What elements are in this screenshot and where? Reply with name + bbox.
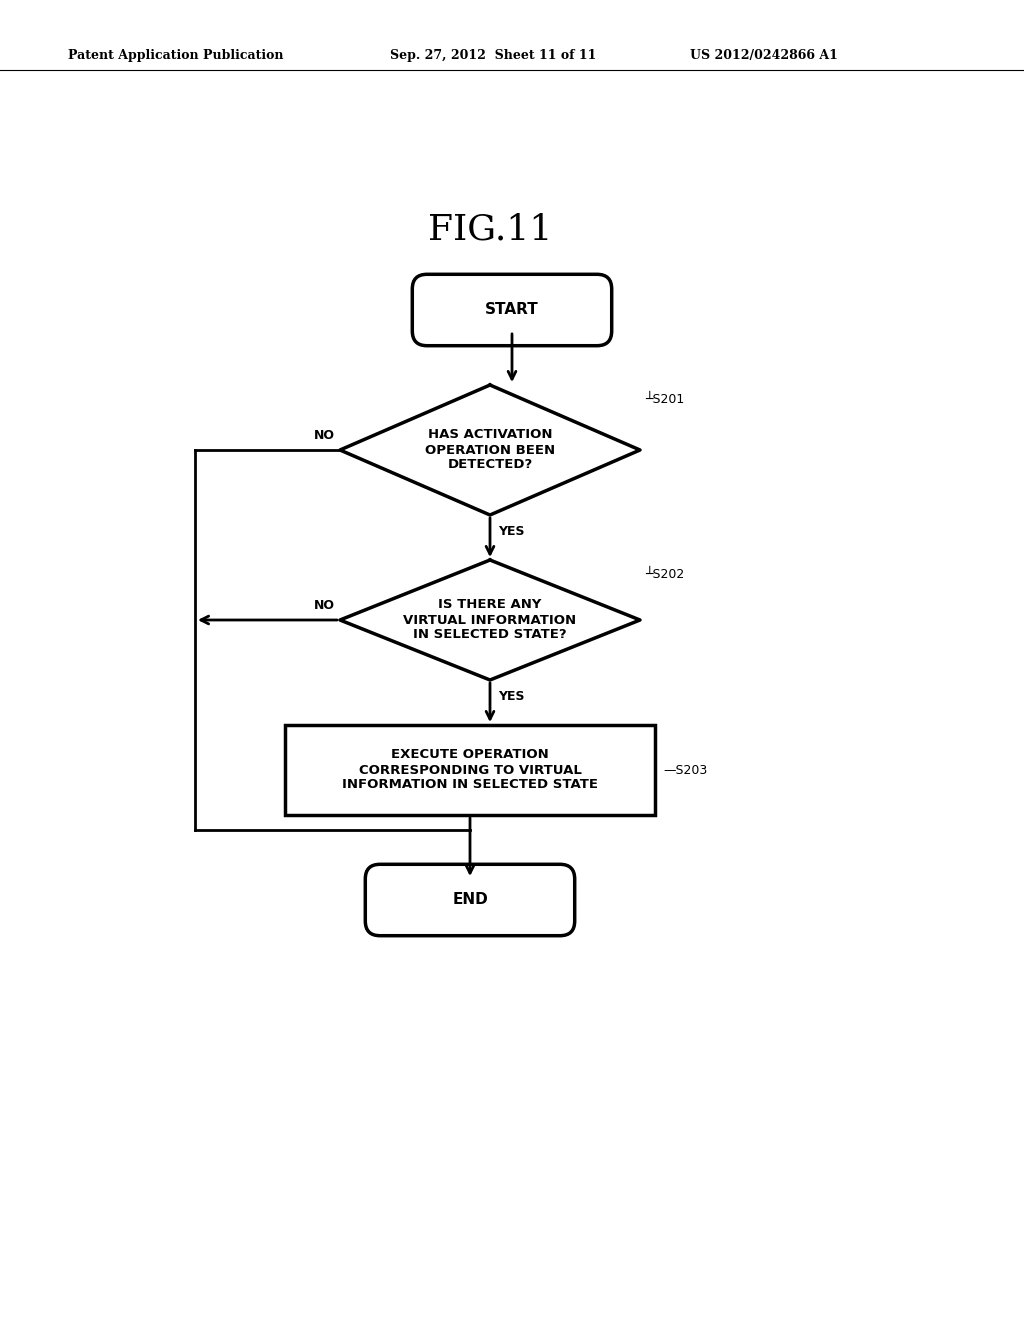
Polygon shape [340, 385, 640, 515]
Text: ┴S201: ┴S201 [645, 393, 684, 407]
Text: NO: NO [314, 599, 335, 612]
FancyBboxPatch shape [413, 275, 611, 346]
Text: FIG.11: FIG.11 [428, 213, 552, 247]
Text: START: START [485, 302, 539, 318]
Polygon shape [340, 560, 640, 680]
Text: EXECUTE OPERATION
CORRESPONDING TO VIRTUAL
INFORMATION IN SELECTED STATE: EXECUTE OPERATION CORRESPONDING TO VIRTU… [342, 748, 598, 792]
Text: YES: YES [498, 525, 524, 539]
Text: ┴S202: ┴S202 [645, 568, 684, 581]
Text: NO: NO [314, 429, 335, 442]
Text: IS THERE ANY
VIRTUAL INFORMATION
IN SELECTED STATE?: IS THERE ANY VIRTUAL INFORMATION IN SELE… [403, 598, 577, 642]
Text: Patent Application Publication: Patent Application Publication [68, 49, 284, 62]
FancyBboxPatch shape [366, 865, 574, 936]
Text: YES: YES [498, 690, 524, 704]
Bar [285, 725, 655, 814]
Text: HAS ACTIVATION
OPERATION BEEN
DETECTED?: HAS ACTIVATION OPERATION BEEN DETECTED? [425, 429, 555, 471]
Text: US 2012/0242866 A1: US 2012/0242866 A1 [690, 49, 838, 62]
Text: —S203: —S203 [663, 763, 708, 776]
Text: END: END [453, 892, 487, 908]
Text: Sep. 27, 2012  Sheet 11 of 11: Sep. 27, 2012 Sheet 11 of 11 [390, 49, 596, 62]
